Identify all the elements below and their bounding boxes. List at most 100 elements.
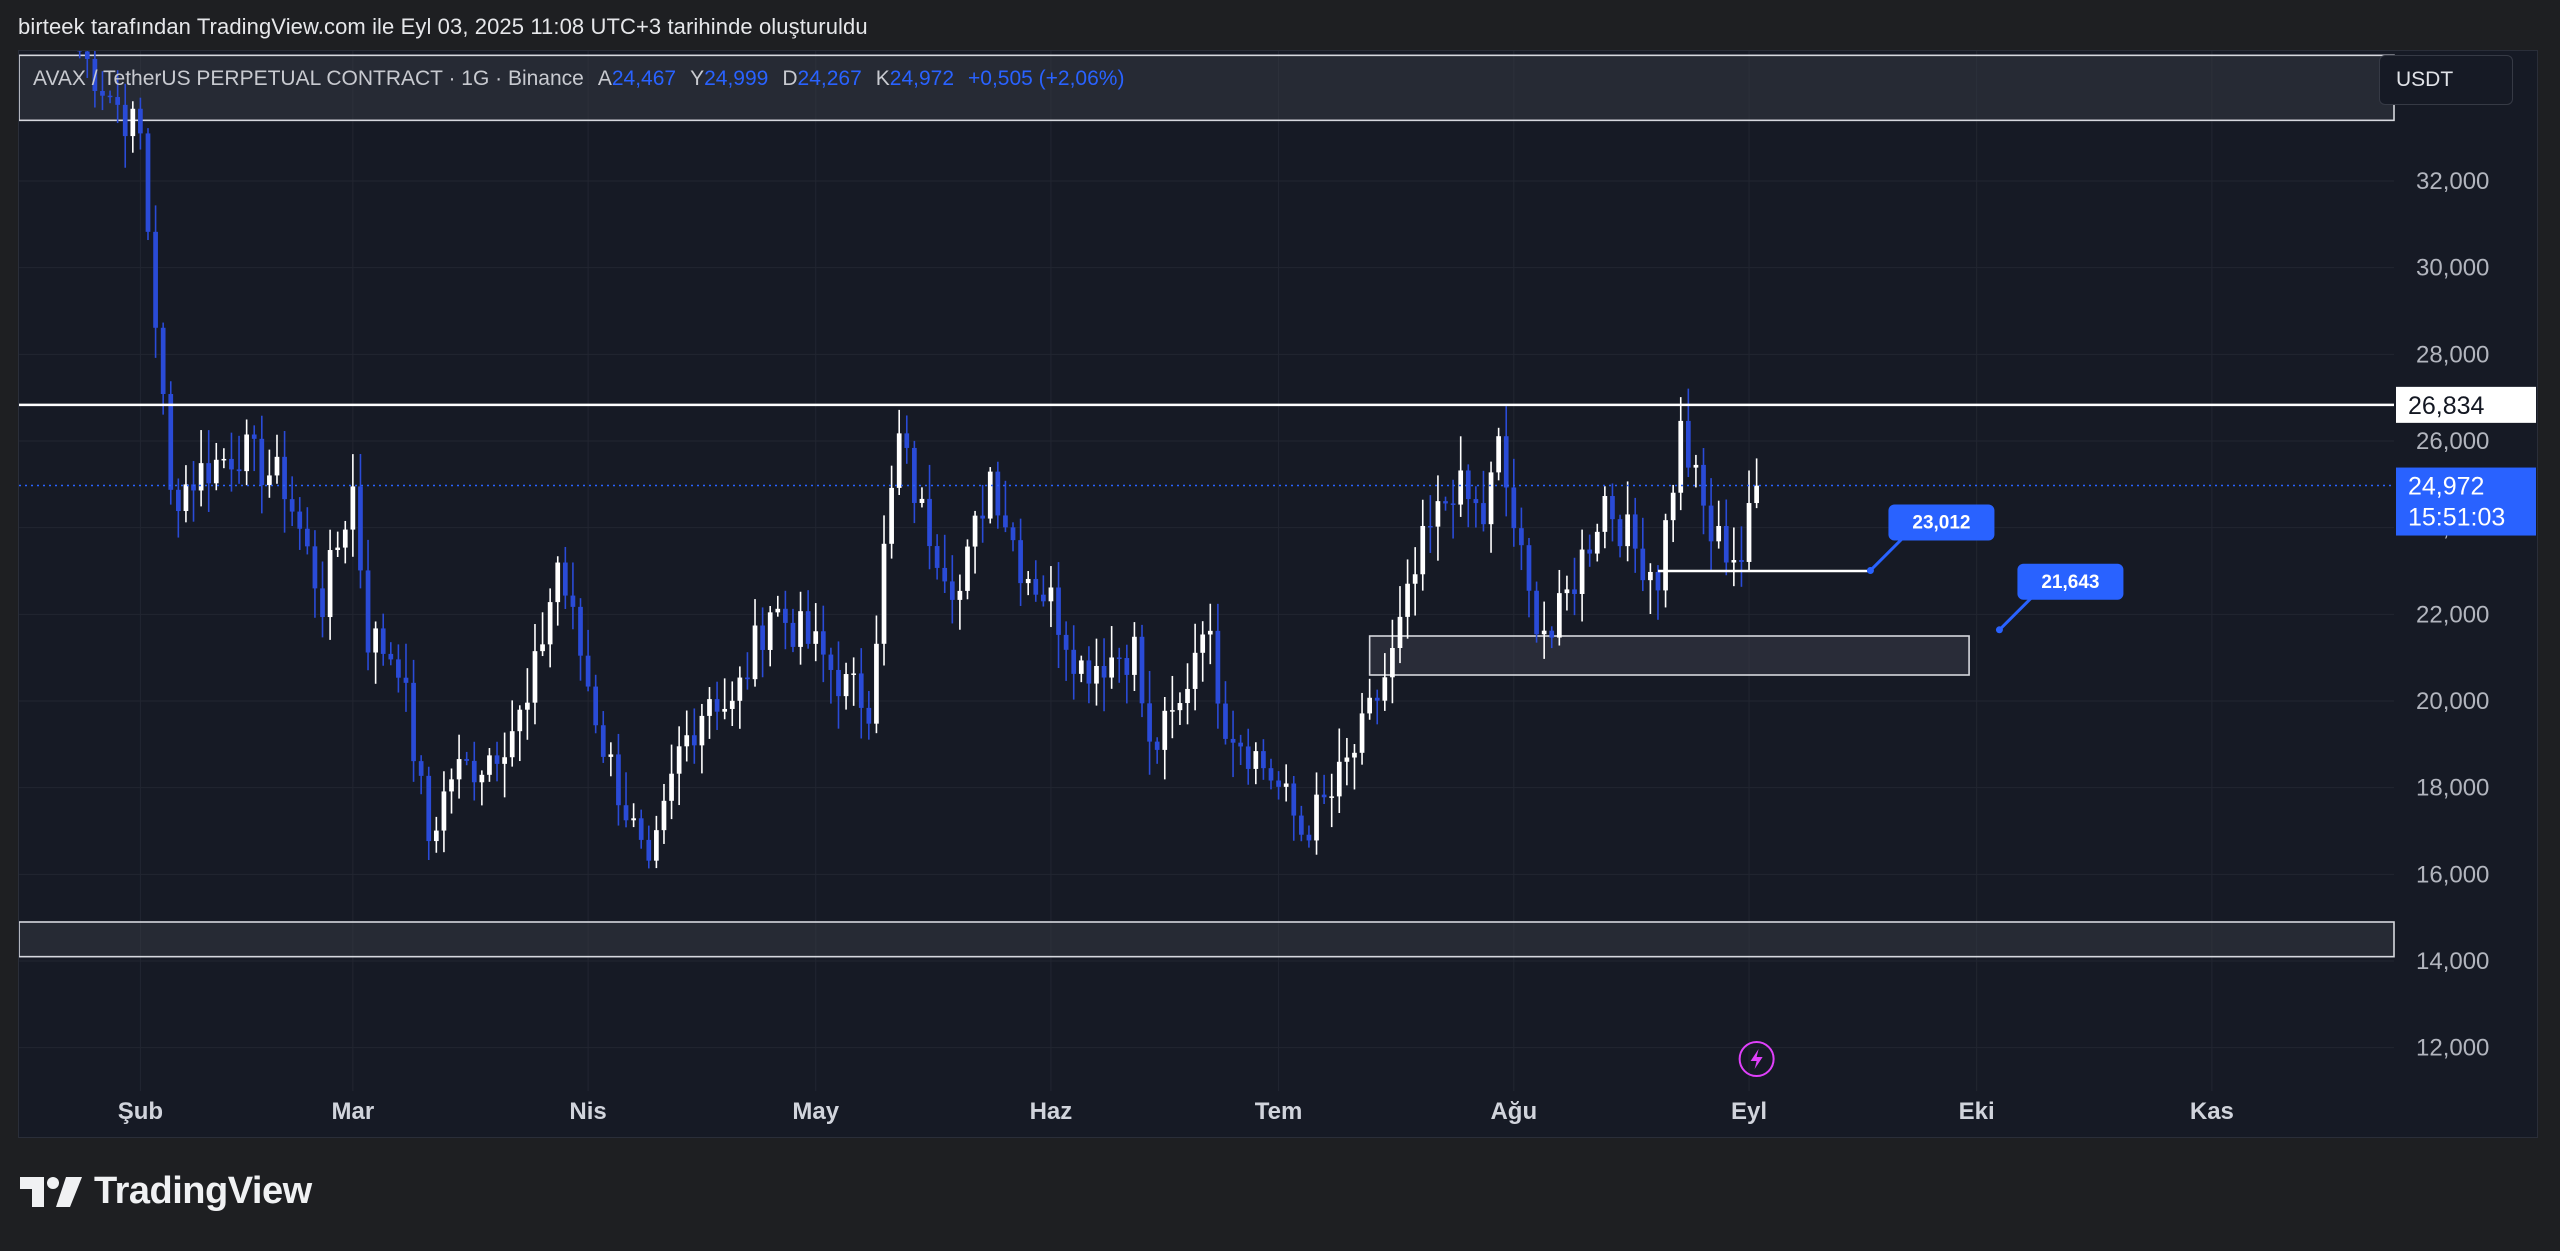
candle-body[interactable] <box>691 735 697 746</box>
candle-body[interactable] <box>1253 751 1259 769</box>
candle-body[interactable] <box>1003 515 1008 528</box>
candle-body[interactable] <box>1685 420 1691 468</box>
candle-body[interactable] <box>92 58 98 91</box>
candle-body[interactable] <box>1420 525 1426 575</box>
candle-body[interactable] <box>843 674 849 697</box>
candle-body[interactable] <box>1291 783 1297 816</box>
symbol-name[interactable]: AVAX / TetherUS PERPETUAL CONTRACT · 1G … <box>33 67 584 90</box>
candle-body[interactable] <box>183 484 189 512</box>
candle-body[interactable] <box>1708 505 1714 542</box>
candle-body[interactable] <box>1503 436 1509 488</box>
candle-body[interactable] <box>775 608 781 613</box>
price-zone[interactable] <box>1368 635 1970 676</box>
candle-body[interactable] <box>1162 710 1168 750</box>
candle-body[interactable] <box>342 529 348 548</box>
candle-body[interactable] <box>418 761 424 776</box>
candle-body[interactable] <box>130 108 136 137</box>
candle-body[interactable] <box>1170 710 1175 712</box>
candle-body[interactable] <box>365 570 371 653</box>
candle-body[interactable] <box>707 699 712 716</box>
candle-body[interactable] <box>722 708 728 712</box>
candle-body[interactable] <box>631 818 636 821</box>
candle-body[interactable] <box>555 562 561 603</box>
tradingview-logo[interactable]: TradingView <box>20 1170 312 1213</box>
candle-body[interactable] <box>1094 665 1099 684</box>
candle-body[interactable] <box>1321 794 1327 798</box>
candle-body[interactable] <box>608 754 614 757</box>
candle-body[interactable] <box>1200 634 1206 653</box>
candle-body[interactable] <box>699 715 705 746</box>
candle-body[interactable] <box>1602 496 1608 532</box>
price-chart[interactable]: 12,00014,00016,00018,00020,00022,00024,0… <box>19 51 2538 1138</box>
candle-body[interactable] <box>1033 578 1039 595</box>
candle-body[interactable] <box>1655 571 1661 591</box>
candle-body[interactable] <box>320 588 325 618</box>
candle-body[interactable] <box>1382 677 1388 701</box>
candle-body[interactable] <box>1147 703 1152 742</box>
candle-body[interactable] <box>1207 630 1213 635</box>
candle-body[interactable] <box>327 550 333 618</box>
candle-body[interactable] <box>1215 630 1221 704</box>
candle-body[interactable] <box>1670 492 1676 521</box>
candle-body[interactable] <box>1109 657 1115 678</box>
candle-body[interactable] <box>1177 703 1183 711</box>
candle-body[interactable] <box>547 602 553 645</box>
price-zone[interactable] <box>19 921 2395 958</box>
candle-body[interactable] <box>972 515 978 547</box>
candle-body[interactable] <box>304 528 310 547</box>
candle-body[interactable] <box>221 458 227 461</box>
candle-body[interactable] <box>934 546 940 568</box>
candle-body[interactable] <box>1746 503 1752 562</box>
candle-body[interactable] <box>1473 499 1479 504</box>
candle-body[interactable] <box>904 433 910 448</box>
candle-body[interactable] <box>1693 464 1699 468</box>
candle-body[interactable] <box>942 567 948 582</box>
candle-body[interactable] <box>790 622 796 647</box>
candle-body[interactable] <box>813 631 819 644</box>
candle-body[interactable] <box>1701 464 1706 506</box>
candle-body[interactable] <box>1063 634 1069 650</box>
currency-button[interactable]: USDT <box>2379 55 2513 105</box>
candle-body[interactable] <box>1041 594 1046 602</box>
candle-body[interactable] <box>578 606 583 656</box>
candle-body[interactable] <box>1336 761 1342 797</box>
candle-body[interactable] <box>1648 571 1653 581</box>
candle-body[interactable] <box>289 499 295 512</box>
candle-body[interactable] <box>1443 501 1448 504</box>
candle-body[interactable] <box>1352 752 1357 758</box>
candle-body[interactable] <box>1564 589 1570 594</box>
candle-body[interactable] <box>138 108 143 134</box>
candle-body[interactable] <box>1367 697 1372 714</box>
candle-body[interactable] <box>1412 574 1418 584</box>
candle-body[interactable] <box>107 95 113 98</box>
candle-body[interactable] <box>1610 496 1615 520</box>
candle-body[interactable] <box>654 830 659 861</box>
candle-body[interactable] <box>866 707 872 724</box>
candle-body[interactable] <box>912 447 917 503</box>
price-axis-panel[interactable] <box>2394 51 2538 1138</box>
candle-body[interactable] <box>1329 796 1335 798</box>
candle-body[interactable] <box>1245 746 1251 769</box>
candle-body[interactable] <box>1154 741 1160 750</box>
candle-body[interactable] <box>229 458 234 470</box>
candle-body[interactable] <box>1261 751 1266 769</box>
candle-body[interactable] <box>874 643 879 724</box>
candle-body[interactable] <box>1056 587 1061 635</box>
candle-body[interactable] <box>927 498 932 547</box>
candle-body[interactable] <box>965 546 970 591</box>
candle-body[interactable] <box>798 611 803 647</box>
candle-body[interactable] <box>1071 649 1077 674</box>
candle-body[interactable] <box>198 463 204 491</box>
candle-body[interactable] <box>388 653 394 660</box>
candle-body[interactable] <box>1481 503 1486 525</box>
lightning-icon[interactable] <box>1738 1041 1775 1077</box>
candle-body[interactable] <box>471 760 477 783</box>
candle-body[interactable] <box>479 774 485 783</box>
candle-body[interactable] <box>767 612 773 650</box>
candle-body[interactable] <box>1496 436 1501 473</box>
candle-body[interactable] <box>259 438 265 486</box>
candle-body[interactable] <box>494 755 500 764</box>
candle-body[interactable] <box>889 487 894 544</box>
candle-body[interactable] <box>760 625 765 650</box>
candle-body[interactable] <box>987 471 993 519</box>
